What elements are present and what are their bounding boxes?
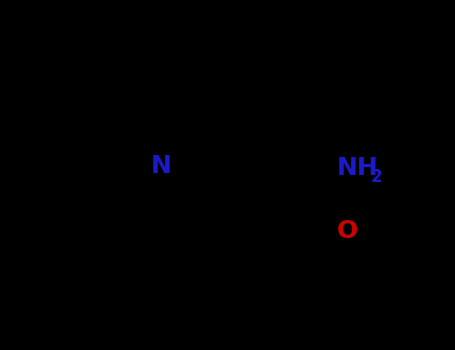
Text: 2: 2	[371, 168, 383, 186]
Bar	[321, 156, 384, 180]
Text: O: O	[337, 219, 358, 243]
Bar	[149, 156, 174, 177]
Bar	[328, 219, 359, 243]
Text: NH: NH	[337, 156, 379, 180]
Text: N: N	[151, 154, 172, 178]
